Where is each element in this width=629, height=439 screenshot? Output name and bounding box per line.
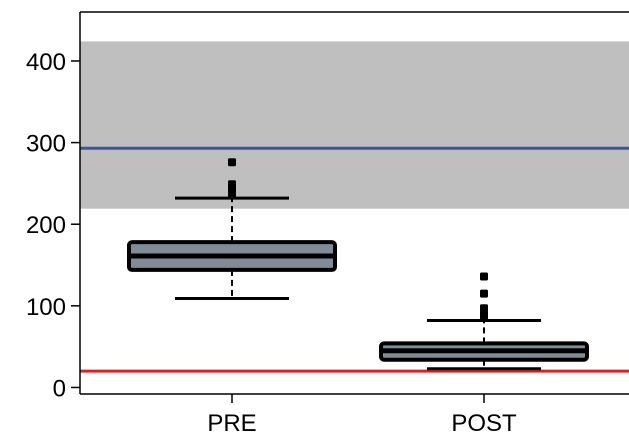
y-tick-label: 100 <box>26 294 66 321</box>
outlier-point <box>480 289 488 298</box>
x-tick-label-post: POST <box>451 410 517 437</box>
outlier-point <box>228 180 236 189</box>
y-tick-label: 300 <box>26 131 66 158</box>
box-pre <box>127 158 337 300</box>
y-tick-label: 200 <box>26 212 66 239</box>
box-post <box>379 272 589 371</box>
y-tick-label: 400 <box>26 49 66 76</box>
outlier-point <box>228 158 236 167</box>
reference-band <box>80 41 629 209</box>
y-tick-label: 0 <box>53 375 66 402</box>
outlier-point <box>480 304 488 313</box>
outlier-point <box>480 272 488 281</box>
x-tick-label-pre: PRE <box>207 410 256 437</box>
